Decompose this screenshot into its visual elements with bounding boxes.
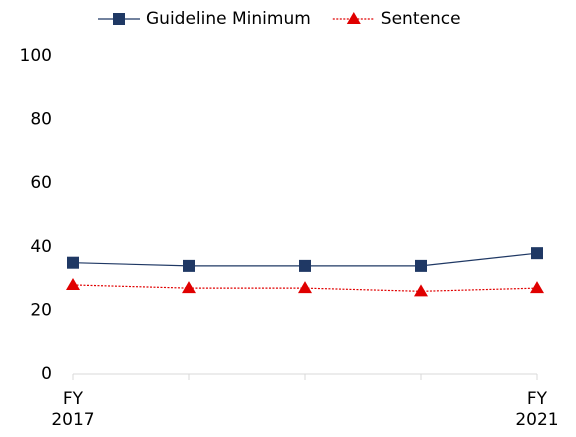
legend-marker (346, 12, 361, 24)
data-point (182, 281, 196, 294)
data-point (530, 281, 544, 294)
data-point (298, 281, 312, 294)
y-tick-label: 0 (41, 364, 52, 384)
data-point (414, 284, 428, 297)
x-tick-label: FY 2017 (51, 389, 95, 430)
data-point (66, 277, 80, 290)
y-tick-label: 40 (30, 237, 52, 257)
legend-label: Sentence (381, 9, 461, 29)
x-tick-label: FY 2021 (515, 389, 559, 430)
y-tick-label: 60 (30, 173, 52, 193)
data-point (531, 247, 543, 260)
data-point (415, 259, 427, 272)
legend-marker (113, 13, 125, 25)
data-point (67, 256, 79, 269)
data-point (299, 259, 311, 272)
data-point (183, 259, 195, 272)
y-tick-label: 100 (20, 46, 52, 66)
y-tick-label: 20 (30, 300, 52, 320)
y-tick-label: 80 (30, 110, 52, 130)
legend-label: Guideline Minimum (146, 9, 311, 29)
